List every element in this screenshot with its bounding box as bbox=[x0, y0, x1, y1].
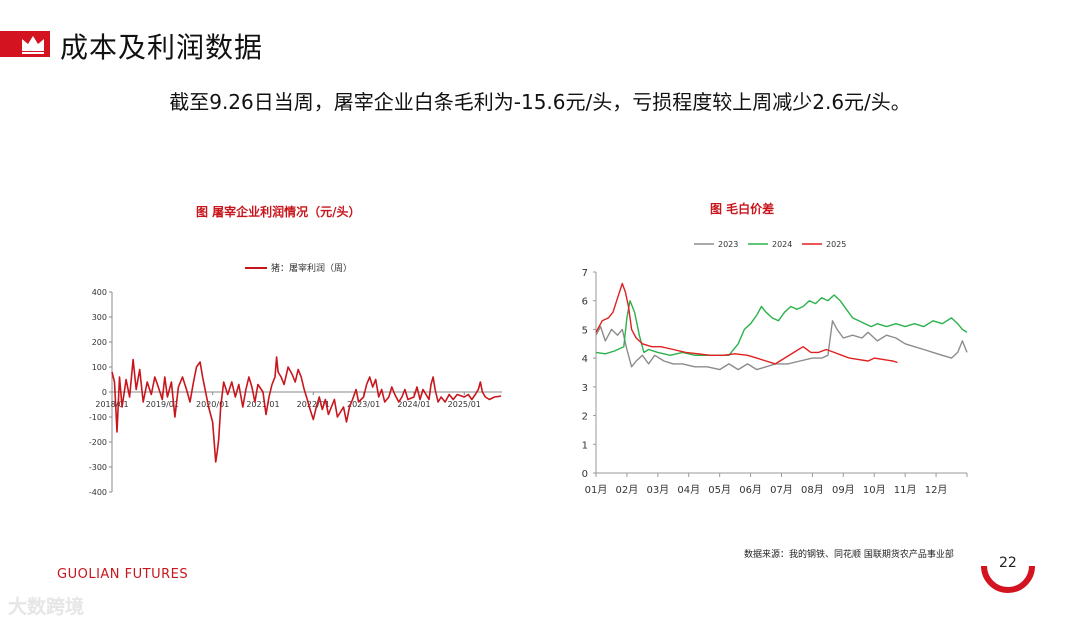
y-tick-label: 4 bbox=[582, 354, 588, 365]
y-tick-label: -400 bbox=[89, 488, 107, 497]
y-tick-label: -300 bbox=[89, 463, 107, 472]
x-tick-label: 2023/01 bbox=[347, 400, 380, 409]
legend-line-profit bbox=[245, 266, 267, 269]
series-line-profit bbox=[111, 356, 502, 463]
right-chart-title: 图 毛白价差 bbox=[710, 202, 775, 216]
y-tick-label: 3 bbox=[582, 383, 588, 394]
x-tick-label: 09月 bbox=[832, 484, 855, 496]
x-tick-label: 2024/01 bbox=[397, 400, 430, 409]
page-number: 22 bbox=[999, 555, 1017, 571]
brand-logo-text: GUOLIAN FUTURES bbox=[57, 567, 189, 582]
watermark: 大数跨境 bbox=[8, 596, 85, 618]
legend-label-2023: 2023 bbox=[718, 240, 738, 249]
left-chart-legend: 猪：屠宰利润（周） bbox=[245, 261, 352, 274]
y-tick-label: 300 bbox=[92, 313, 107, 322]
data-source: 数据来源：我的钢铁、同花顺 国联期货农产品事业部 bbox=[744, 550, 954, 560]
left-chart-title: 图 屠宰企业利润情况（元/头） bbox=[196, 205, 361, 219]
series-line-2024 bbox=[595, 294, 968, 356]
y-tick-label: 5 bbox=[582, 325, 588, 336]
x-tick-label: 02月 bbox=[616, 484, 639, 496]
right-chart-legend: 2023 2024 2025 bbox=[694, 240, 846, 249]
y-tick-label: 200 bbox=[92, 338, 107, 347]
legend-label-2025: 2025 bbox=[826, 240, 846, 249]
summary-text: 截至9.26日当周，屠宰企业白条毛利为-15.6元/头，亏损程度较上周减少2.6… bbox=[169, 90, 911, 114]
x-tick-label: 12月 bbox=[925, 484, 948, 496]
x-tick-label: 2025/01 bbox=[448, 400, 481, 409]
page-title: 成本及利润数据 bbox=[60, 31, 264, 64]
series-line-2025 bbox=[595, 282, 898, 365]
y-tick-label: 0 bbox=[102, 388, 107, 397]
series-line-2023 bbox=[595, 320, 968, 371]
legend-label-profit: 猪：屠宰利润（周） bbox=[271, 264, 353, 274]
x-tick-label: 2020/01 bbox=[196, 400, 229, 409]
y-tick-label: 400 bbox=[92, 288, 107, 297]
crown-icon bbox=[22, 36, 44, 54]
x-tick-label: 03月 bbox=[646, 484, 669, 496]
y-tick-label: 2 bbox=[582, 412, 588, 423]
x-tick-label: 2018/01 bbox=[95, 400, 128, 409]
x-tick-label: 07月 bbox=[770, 484, 793, 496]
y-tick-label: 0 bbox=[582, 469, 588, 480]
x-tick-label: 01月 bbox=[585, 484, 608, 496]
x-tick-label: 2022/01 bbox=[297, 400, 330, 409]
x-tick-label: 06月 bbox=[739, 484, 762, 496]
y-tick-label: -200 bbox=[89, 438, 107, 447]
x-tick-label: 2021/01 bbox=[246, 400, 279, 409]
x-tick-label: 11月 bbox=[894, 484, 917, 496]
x-tick-label: 08月 bbox=[801, 484, 824, 496]
spread-chart: 0 1 2 3 4 5 6 7 01月 02月 03月 04月 05月 06月 07月 08月 09月 10月 11… bbox=[582, 268, 968, 496]
y-tick-label: 7 bbox=[582, 268, 588, 279]
y-tick-label: 100 bbox=[92, 363, 107, 372]
x-tick-label: 10月 bbox=[863, 484, 886, 496]
x-tick-label: 2019/01 bbox=[146, 400, 179, 409]
profit-chart: 400 300 200 100 0 -100 -200 -300 -400 2018/01 2019… bbox=[89, 288, 502, 497]
x-tick-label: 05月 bbox=[708, 484, 731, 496]
y-tick-label: 1 bbox=[582, 440, 588, 451]
x-tick-label: 04月 bbox=[677, 484, 700, 496]
legend-label-2024: 2024 bbox=[772, 240, 792, 249]
y-tick-label: -100 bbox=[89, 413, 107, 422]
y-tick-label: 6 bbox=[582, 297, 588, 308]
page-corner-arc bbox=[981, 565, 1035, 593]
